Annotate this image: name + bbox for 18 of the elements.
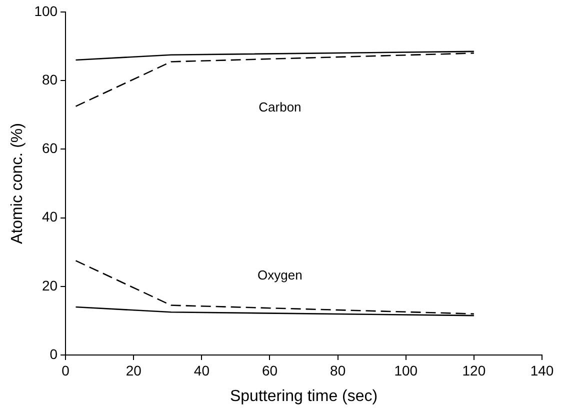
y-tick-label: 100 (34, 2, 58, 19)
x-tick-label: 20 (126, 362, 142, 378)
x-tick-label: 80 (330, 362, 346, 378)
y-tick-label: 80 (42, 71, 58, 88)
y-tick-label: 60 (42, 140, 58, 156)
x-tick-label: 100 (394, 362, 418, 378)
x-axis-title: Sputtering time (sec) (230, 388, 378, 405)
y-tick-label: 40 (42, 208, 58, 225)
x-tick-label: 60 (262, 362, 278, 378)
y-axis-title: Atomic conc. (%) (9, 123, 26, 244)
annotation: Oxygen (258, 268, 302, 283)
x-tick-label: 140 (530, 362, 554, 378)
x-tick-label: 120 (462, 362, 486, 378)
y-tick-label: 0 (50, 346, 58, 362)
x-tick-label: 40 (194, 362, 210, 378)
annotation: Carbon (258, 100, 302, 115)
x-tick-label: 0 (62, 362, 70, 378)
y-tick-label: 20 (42, 277, 58, 294)
